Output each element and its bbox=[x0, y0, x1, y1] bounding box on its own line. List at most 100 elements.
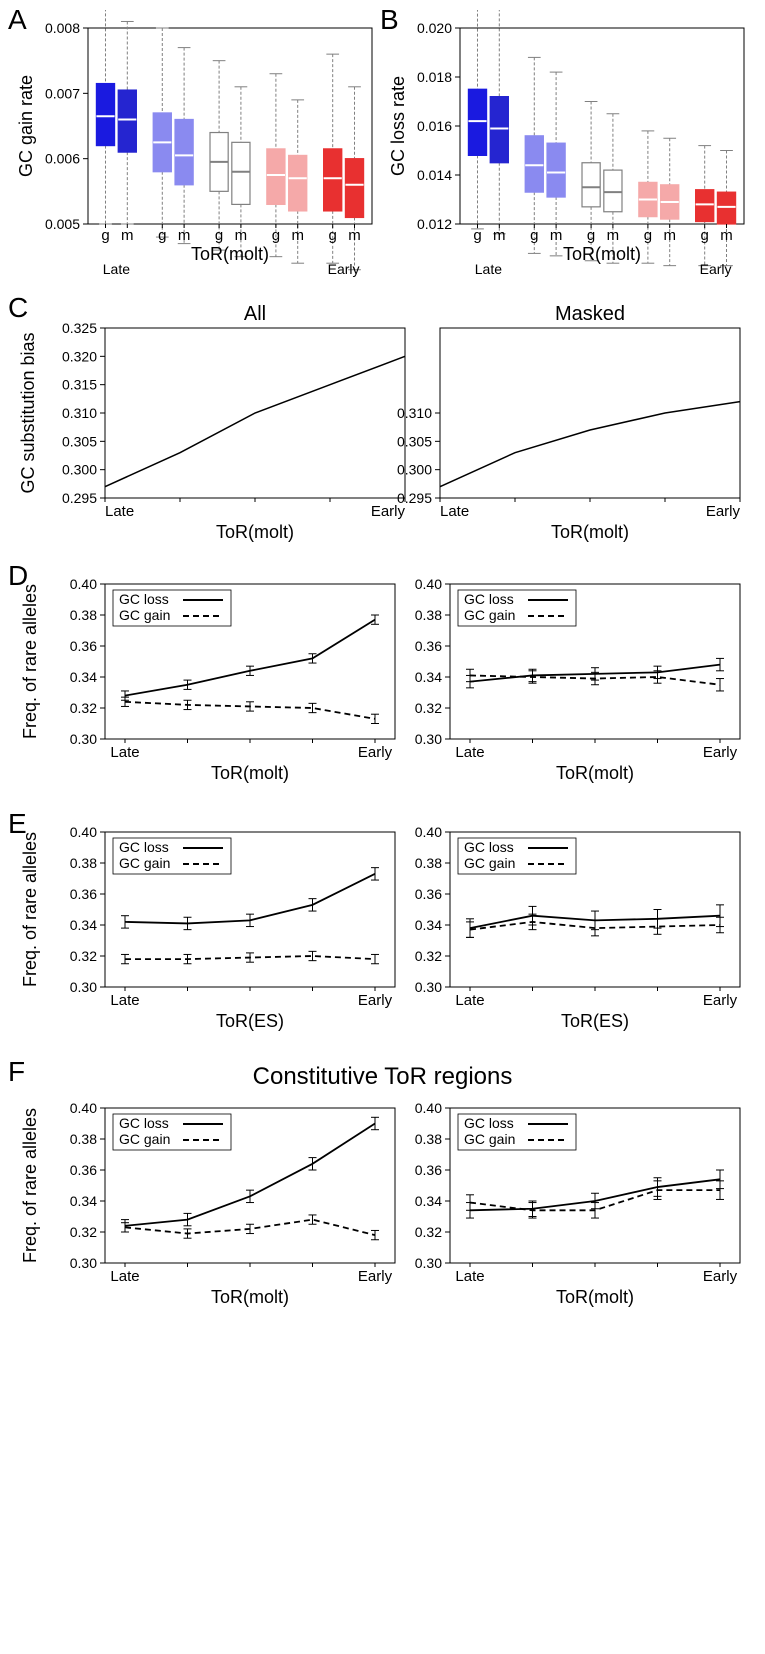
svg-text:Early: Early bbox=[358, 992, 393, 1009]
svg-text:0.40: 0.40 bbox=[415, 576, 442, 592]
svg-text:GC loss: GC loss bbox=[119, 839, 169, 855]
svg-text:0.020: 0.020 bbox=[417, 20, 452, 36]
svg-text:g: g bbox=[329, 227, 337, 244]
svg-text:0.40: 0.40 bbox=[70, 824, 97, 840]
svg-text:0.38: 0.38 bbox=[415, 855, 442, 871]
svg-text:ToR(molt): ToR(molt) bbox=[551, 522, 629, 542]
svg-text:0.30: 0.30 bbox=[415, 731, 442, 747]
svg-text:GC gain: GC gain bbox=[464, 607, 515, 623]
svg-text:0.34: 0.34 bbox=[415, 1193, 442, 1209]
svg-text:0.38: 0.38 bbox=[415, 1131, 442, 1147]
svg-text:0.34: 0.34 bbox=[415, 917, 442, 933]
svg-text:Early: Early bbox=[703, 992, 738, 1009]
svg-text:GC gain: GC gain bbox=[119, 1131, 170, 1147]
svg-text:Late: Late bbox=[105, 503, 134, 520]
svg-text:0.34: 0.34 bbox=[70, 669, 97, 685]
svg-text:Early: Early bbox=[358, 744, 393, 761]
svg-text:0.320: 0.320 bbox=[62, 348, 97, 364]
svg-text:g: g bbox=[101, 227, 109, 244]
svg-text:0.005: 0.005 bbox=[45, 216, 80, 232]
svg-text:Constitutive ToR regions: Constitutive ToR regions bbox=[253, 1063, 513, 1090]
svg-text:All: All bbox=[244, 303, 266, 325]
panel-e: E Freq. of rare alleles0.300.320.340.360… bbox=[10, 814, 755, 1054]
svg-text:Early: Early bbox=[703, 744, 738, 761]
panel-f: F Constitutive ToR regionsFreq. of rare … bbox=[10, 1062, 755, 1330]
svg-text:0.38: 0.38 bbox=[70, 1131, 97, 1147]
svg-text:g: g bbox=[530, 227, 538, 244]
svg-text:ToR(ES): ToR(ES) bbox=[216, 1011, 284, 1031]
svg-text:Freq. of rare alleles: Freq. of rare alleles bbox=[20, 1108, 40, 1263]
svg-text:Late: Late bbox=[455, 1268, 484, 1285]
svg-text:m: m bbox=[607, 227, 620, 244]
panel-a: A 0.0050.0060.0070.008GC gain rategmgmgm… bbox=[10, 10, 382, 290]
svg-text:Late: Late bbox=[110, 744, 139, 761]
svg-text:0.295: 0.295 bbox=[397, 490, 432, 506]
panel-d: D Freq. of rare alleles0.300.320.340.360… bbox=[10, 566, 755, 806]
svg-text:g: g bbox=[272, 227, 280, 244]
svg-text:GC gain: GC gain bbox=[119, 855, 170, 871]
svg-text:g: g bbox=[587, 227, 595, 244]
svg-text:GC loss: GC loss bbox=[119, 1115, 169, 1131]
svg-text:0.310: 0.310 bbox=[397, 405, 432, 421]
svg-text:0.30: 0.30 bbox=[70, 731, 97, 747]
svg-text:0.36: 0.36 bbox=[70, 1162, 97, 1178]
svg-text:0.32: 0.32 bbox=[415, 1224, 442, 1240]
svg-text:0.30: 0.30 bbox=[415, 1255, 442, 1271]
svg-text:g: g bbox=[215, 227, 223, 244]
svg-text:0.300: 0.300 bbox=[62, 462, 97, 478]
svg-text:0.305: 0.305 bbox=[397, 433, 432, 449]
svg-text:0.36: 0.36 bbox=[70, 886, 97, 902]
svg-text:0.305: 0.305 bbox=[62, 433, 97, 449]
svg-text:Early: Early bbox=[700, 261, 732, 277]
svg-text:Early: Early bbox=[328, 261, 360, 277]
svg-text:m: m bbox=[235, 227, 248, 244]
svg-text:ToR(molt): ToR(molt) bbox=[211, 763, 289, 783]
svg-text:m: m bbox=[550, 227, 563, 244]
svg-text:0.38: 0.38 bbox=[415, 607, 442, 623]
svg-text:Late: Late bbox=[440, 503, 469, 520]
svg-text:ToR(molt): ToR(molt) bbox=[211, 1287, 289, 1307]
svg-text:0.30: 0.30 bbox=[70, 979, 97, 995]
svg-text:0.34: 0.34 bbox=[70, 917, 97, 933]
svg-text:0.32: 0.32 bbox=[415, 700, 442, 716]
svg-text:0.36: 0.36 bbox=[415, 638, 442, 654]
svg-text:Late: Late bbox=[103, 261, 130, 277]
svg-text:m: m bbox=[493, 227, 506, 244]
svg-text:m: m bbox=[121, 227, 134, 244]
panel-f-label: F bbox=[8, 1056, 25, 1088]
svg-text:GC loss: GC loss bbox=[464, 839, 514, 855]
svg-text:ToR(ES): ToR(ES) bbox=[561, 1011, 629, 1031]
svg-text:Late: Late bbox=[455, 744, 484, 761]
svg-text:0.008: 0.008 bbox=[45, 20, 80, 36]
svg-text:Masked: Masked bbox=[555, 303, 625, 325]
figure-container: A 0.0050.0060.0070.008GC gain rategmgmgm… bbox=[10, 10, 755, 1330]
panel-e-label: E bbox=[8, 808, 27, 840]
svg-text:m: m bbox=[178, 227, 191, 244]
panel-b: B 0.0120.0140.0160.0180.020GC loss rateg… bbox=[382, 10, 754, 290]
svg-text:0.32: 0.32 bbox=[70, 700, 97, 716]
svg-text:Freq. of rare alleles: Freq. of rare alleles bbox=[20, 832, 40, 987]
svg-text:0.32: 0.32 bbox=[70, 948, 97, 964]
panel-a-label: A bbox=[8, 4, 27, 36]
svg-text:0.34: 0.34 bbox=[70, 1193, 97, 1209]
svg-text:0.38: 0.38 bbox=[70, 607, 97, 623]
svg-text:Early: Early bbox=[358, 1268, 393, 1285]
svg-text:GC gain: GC gain bbox=[464, 1131, 515, 1147]
svg-text:m: m bbox=[348, 227, 361, 244]
svg-text:GC gain: GC gain bbox=[464, 855, 515, 871]
svg-text:0.36: 0.36 bbox=[415, 886, 442, 902]
panel-c-label: C bbox=[8, 292, 28, 324]
svg-text:0.40: 0.40 bbox=[70, 1100, 97, 1116]
svg-text:Late: Late bbox=[110, 992, 139, 1009]
svg-text:GC gain rate: GC gain rate bbox=[16, 75, 36, 177]
svg-text:ToR(molt): ToR(molt) bbox=[216, 522, 294, 542]
svg-text:m: m bbox=[291, 227, 304, 244]
svg-text:g: g bbox=[644, 227, 652, 244]
panel-b-label: B bbox=[380, 4, 399, 36]
svg-text:0.38: 0.38 bbox=[70, 855, 97, 871]
svg-text:0.40: 0.40 bbox=[415, 824, 442, 840]
svg-text:0.30: 0.30 bbox=[70, 1255, 97, 1271]
svg-text:GC loss: GC loss bbox=[464, 1115, 514, 1131]
svg-text:0.300: 0.300 bbox=[397, 462, 432, 478]
svg-text:0.016: 0.016 bbox=[417, 118, 452, 134]
